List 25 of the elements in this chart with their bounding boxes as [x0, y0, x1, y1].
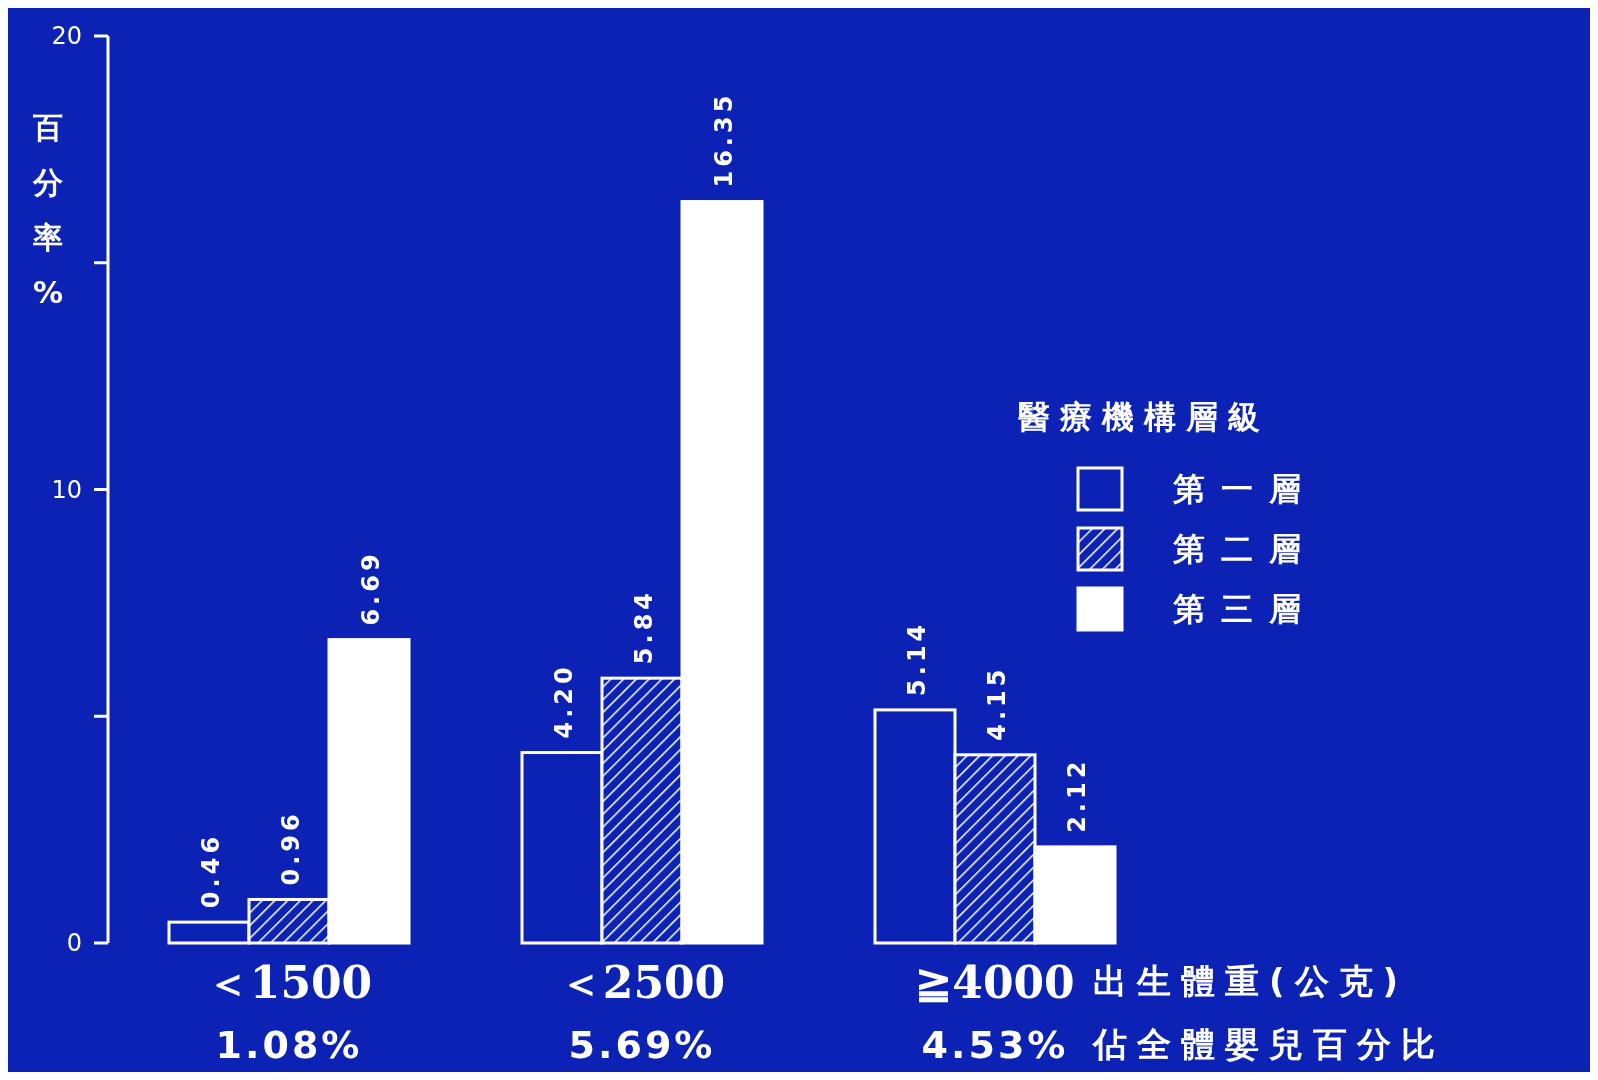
legend-label: 第三層 [1172, 590, 1317, 628]
data-label: 4.15 [983, 665, 1011, 741]
data-label: 5.14 [903, 620, 931, 696]
text: 1.08% [215, 1023, 363, 1067]
x-tick-label: ＜1500 [205, 957, 373, 1008]
x-axis-title: 出生體重(公克) [1093, 961, 1409, 1001]
y-tick-label: 10 [51, 475, 82, 504]
legend-label: 第一層 [1172, 470, 1317, 508]
y-axis-title: 百分率% [32, 110, 64, 310]
y-tick-label: 20 [51, 22, 82, 51]
legend-label: 第二層 [1172, 530, 1317, 568]
data-label: 16.35 [710, 91, 738, 188]
data-label: 2.12 [1063, 757, 1091, 833]
legend-title: 醫療機構層級 [1018, 398, 1270, 436]
x-tick-label: ＜2500 [558, 957, 726, 1008]
text: 佔全體嬰兒百分比 [1091, 1024, 1445, 1064]
text: 4.53% [921, 1023, 1069, 1067]
data-label: 6.69 [357, 550, 385, 626]
data-label: 0.96 [277, 810, 305, 886]
data-label: 5.84 [630, 588, 658, 665]
text: 5.69% [568, 1023, 716, 1067]
data-label: 4.20 [550, 663, 578, 739]
y-tick-label: 0 [66, 929, 82, 958]
data-label: 0.46 [197, 832, 225, 909]
x-tick-label: ≧4000 [915, 957, 1075, 1008]
